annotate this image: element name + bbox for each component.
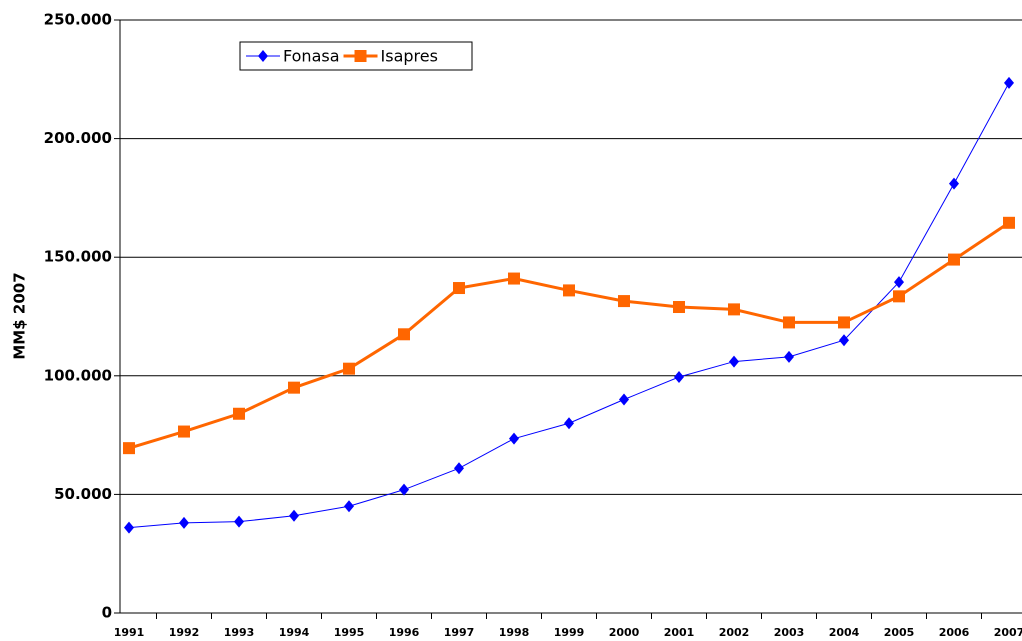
x-tick-label: 1994 [279, 626, 310, 639]
x-tick-label: 2001 [664, 626, 695, 639]
marker [838, 316, 850, 329]
x-tick-label: 2005 [884, 626, 915, 639]
marker [563, 284, 575, 297]
marker [234, 515, 244, 528]
y-tick-label: 200.000 [44, 129, 112, 147]
marker [618, 295, 630, 308]
marker [124, 521, 134, 534]
x-tick-label: 1991 [114, 626, 145, 639]
series-line [128, 221, 1010, 450]
marker [564, 417, 574, 430]
marker [509, 432, 519, 445]
x-tick-label: 1995 [334, 626, 365, 639]
marker [1003, 216, 1015, 229]
x-tick-label: 2006 [939, 626, 970, 639]
marker [893, 290, 905, 303]
x-tick-label: 2003 [774, 626, 805, 639]
marker [728, 303, 740, 316]
y-tick-label: 150.000 [44, 248, 112, 266]
marker [453, 282, 465, 295]
x-tick-label: 1998 [499, 626, 530, 639]
marker [344, 500, 354, 513]
marker [784, 350, 794, 363]
marker [289, 509, 299, 522]
marker [619, 393, 629, 406]
marker [288, 381, 300, 394]
marker [354, 50, 367, 62]
marker [949, 177, 959, 190]
marker [179, 516, 189, 529]
marker [839, 334, 849, 347]
marker [783, 316, 795, 329]
marker [508, 272, 520, 285]
marker [894, 276, 904, 289]
x-tick-label: 1999 [554, 626, 585, 639]
marker [233, 407, 245, 420]
x-tick-label: 2004 [829, 626, 860, 639]
x-tick-label: 1996 [389, 626, 420, 639]
marker [398, 328, 410, 341]
y-tick-label: 0 [102, 604, 112, 622]
y-tick-label: 50.000 [54, 485, 112, 503]
legend-label: Fonasa [283, 47, 340, 66]
legend-label: Isapres [381, 47, 438, 66]
marker [399, 483, 409, 496]
marker [258, 50, 268, 62]
marker [343, 362, 355, 375]
y-tick-label: 100.000 [44, 366, 112, 384]
legend: Fonasa Isapres [239, 41, 473, 71]
marker [123, 442, 135, 455]
marker [1004, 76, 1014, 89]
x-tick-label: 1997 [444, 626, 475, 639]
marker [729, 355, 739, 368]
y-axis-label: MM$ 2007 [11, 272, 29, 359]
x-tick-label: 2007 [994, 626, 1022, 639]
y-tick-label: 250.000 [44, 11, 112, 29]
x-tick-label: 1992 [169, 626, 200, 639]
marker [674, 370, 684, 383]
marker [178, 425, 190, 438]
x-tick-label: 2000 [609, 626, 640, 639]
x-tick-label: 2002 [719, 626, 750, 639]
marker [454, 462, 464, 475]
marker [673, 301, 685, 314]
x-tick-label: 1993 [224, 626, 255, 639]
marker [948, 253, 960, 266]
